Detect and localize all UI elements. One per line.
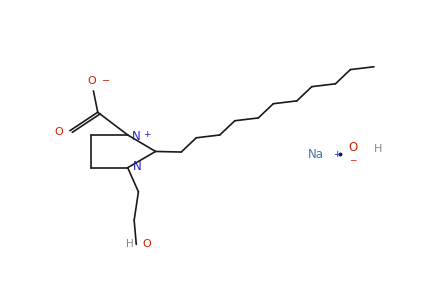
Text: −: − xyxy=(348,155,356,164)
Text: H: H xyxy=(126,239,134,249)
Text: O: O xyxy=(347,141,356,154)
Text: O: O xyxy=(87,76,95,86)
Text: +: + xyxy=(332,150,340,159)
Text: O: O xyxy=(142,239,151,249)
Text: −: − xyxy=(102,76,110,86)
Text: +: + xyxy=(143,130,150,139)
Text: O: O xyxy=(55,127,63,137)
Text: N: N xyxy=(132,160,141,173)
Text: N: N xyxy=(132,130,141,143)
Text: Na: Na xyxy=(307,148,323,161)
Text: H: H xyxy=(373,144,381,154)
